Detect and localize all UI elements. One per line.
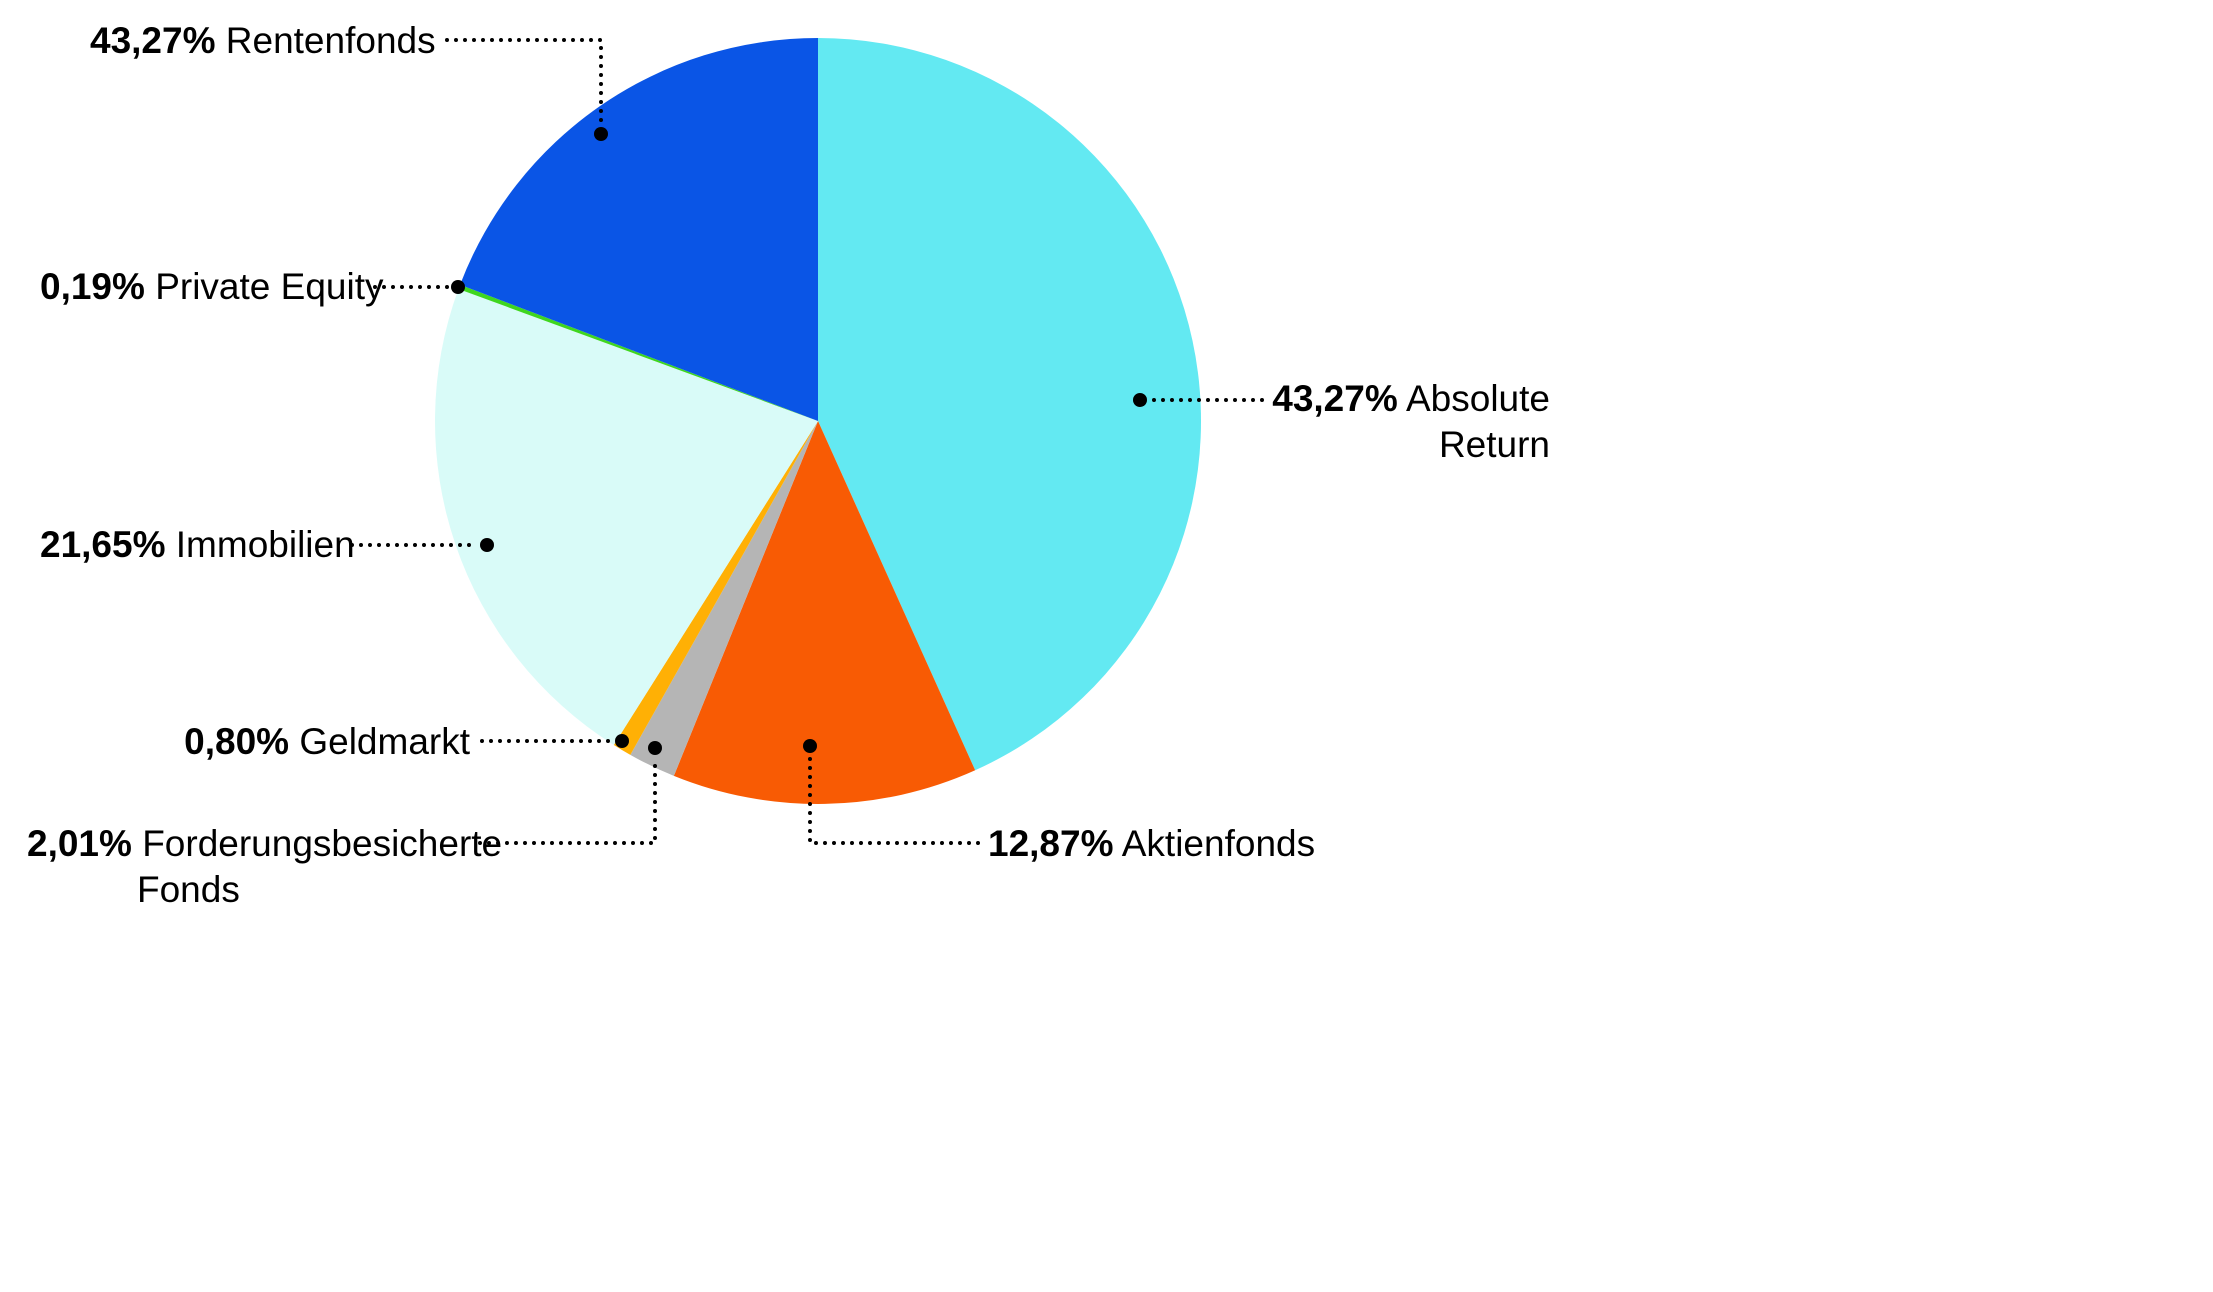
callout-label-aktienfonds: 12,87% Aktienfonds (988, 821, 1315, 867)
slice-name: Absolute (1406, 378, 1550, 419)
pie-slice-absolute-return (818, 38, 1202, 771)
slice-name: Private Equity (155, 266, 384, 307)
pie-slice-private-equity (458, 284, 818, 421)
callout-label-private-equity: 0,19% Private Equity (40, 264, 383, 310)
leader-line-rentenfonds (445, 38, 603, 128)
leader-dot-forderungsbesicherte (648, 741, 662, 755)
leader-dot-rentenfonds (594, 127, 608, 141)
percent-value: 43,27% (1272, 378, 1398, 419)
slice-name: Aktienfonds (1121, 823, 1316, 864)
pie-slice-immobilien (434, 289, 818, 746)
callout-label-absolute-return: 43,27% Absolute Return (1268, 376, 1550, 468)
percent-value: 12,87% (988, 823, 1114, 864)
slice-name-line2: Return (1438, 424, 1550, 465)
slice-name: Immobilien (175, 524, 355, 565)
callout-label-rentenfonds: 43,27% Rentenfonds (90, 18, 436, 64)
leader-dot-absolute-return (1133, 393, 1147, 407)
leader-dot-private-equity (451, 280, 465, 294)
slice-name: Geldmarkt (299, 721, 470, 762)
leader-line-aktienfonds (808, 754, 980, 845)
pie-slice-geldmarkt (613, 421, 818, 755)
slice-name-line2: Fonds (137, 869, 240, 910)
leader-line-forderungsbesicherte (478, 756, 657, 845)
leader-dot-aktienfonds (803, 739, 817, 753)
callout-label-immobilien: 21,65% Immobilien (40, 522, 355, 568)
percent-value: 2,01% (27, 823, 132, 864)
slice-name: Rentenfonds (225, 20, 436, 61)
percent-value: 21,65% (40, 524, 166, 565)
callout-label-forderungsbesicherte: 2,01% Forderungsbesicherte Fonds (27, 821, 502, 913)
leader-dot-geldmarkt (615, 734, 629, 748)
callout-label-geldmarkt: 0,80% Geldmarkt (150, 719, 470, 765)
percent-value: 0,80% (184, 721, 290, 762)
pie-slice-forderungsbesicherte-fonds (630, 421, 818, 776)
pie-slice-aktienfonds (673, 421, 976, 805)
slice-name: Forderungsbesicherte (142, 823, 503, 864)
percent-value: 43,27% (90, 20, 216, 61)
pie-slice-rentenfonds (460, 38, 818, 421)
pie-slices (434, 38, 1202, 805)
callout-leaders (350, 38, 1264, 845)
percent-value: 0,19% (40, 266, 145, 307)
leader-dot-immobilien (480, 538, 494, 552)
